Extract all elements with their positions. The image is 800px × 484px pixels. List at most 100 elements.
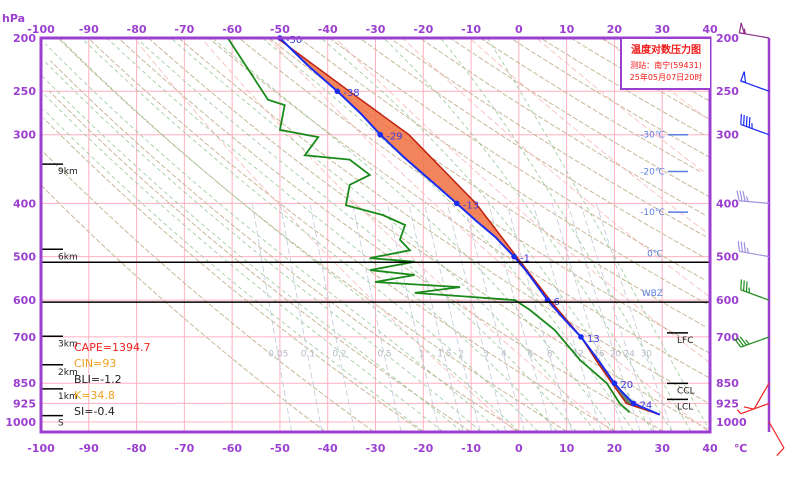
level-label: LCL [677,402,693,412]
isotherm-label: -30℃ [640,131,665,141]
mixing-ratio-label: 4 [501,350,507,360]
x-tick-label-top: -30 [366,23,386,36]
height-label: 3km [58,339,78,349]
wind-barb [743,382,770,410]
mixing-ratio-label: 24 [623,350,635,360]
level-temperature-label: -29 [386,132,402,143]
x-unit-label: ℃ [734,442,747,455]
y-tick-label-left: 1000 [5,416,36,429]
moist-adiabat [59,37,520,432]
y-tick-label-right: 925 [716,397,739,410]
dry-adiabat [40,184,326,432]
level-temperature-label: -38 [343,88,359,99]
mixing-ratio-label: 0.5 [377,350,391,360]
plot-frame [39,36,712,434]
x-tick-label-top: 10 [559,23,575,36]
wind-barb [740,114,770,136]
y-tick-label-right: 400 [716,197,739,210]
wind-barb [734,336,770,348]
dry-adiabat [43,117,422,432]
moist-adiabat [43,109,424,432]
dry-adiabat [540,37,704,136]
station-label: 测站：南宁(59431) [630,61,702,70]
level-label: CCL [677,386,695,396]
x-tick-label-bottom: -40 [318,442,338,455]
y-tick-label-left: 200 [13,32,36,45]
y-tick-label-left: 600 [13,294,36,307]
level-temperature-label: 20 [620,380,633,391]
dry-adiabat [419,37,706,216]
dry-adiabat [238,37,711,354]
level-temperature-label: 13 [587,334,600,345]
mixing-ratio-label: 0.1 [301,350,315,360]
pseudo-equivalent-line [536,37,704,172]
mixing-ratio-line [488,203,553,432]
x-tick-label-bottom: -100 [27,442,55,455]
pseudo-equivalent-line [469,37,706,232]
mixing-ratio-line [595,203,673,432]
mixing-ratio-label: 1 [419,350,425,360]
x-tick-label-bottom: -80 [127,442,147,455]
x-tick-label-top: -40 [318,23,338,36]
mixing-ratio-label: 30 [641,350,653,360]
wind-barbs [734,22,785,457]
mixing-ratio-line [280,203,323,432]
y-tick-label-right: 500 [716,251,739,264]
dry-adiabat [57,37,567,432]
title-box: 温度对数压力图 测站：南宁(59431) 25年05月07日20时 [620,39,710,90]
level-point [453,200,460,207]
pseudo-equivalent-line [200,37,612,432]
height-label: S [58,419,64,429]
x-tick-label-top: -20 [413,23,433,36]
dry-adiabat [148,37,708,430]
stability-index: SI=-0.4 [74,405,115,418]
dry-adiabat [49,90,471,432]
x-tick-label-top: -10 [461,23,481,36]
mixing-ratio-line [532,203,602,432]
y-tick-label-left: 300 [13,129,36,142]
dry-adiabat [49,60,519,432]
dry-adiabat [87,37,616,432]
x-tick-label-bottom: 30 [655,442,671,455]
y-tick-label-left: 700 [13,331,36,344]
level-temperature-label: -50 [286,35,302,46]
mixing-ratio-line [552,203,624,432]
level-temperature-label: 24 [640,400,653,411]
mixing-ratio-line [386,203,440,432]
level-point [377,131,384,138]
pseudo-equivalent-line [267,37,709,432]
x-tick-label-top: -100 [27,23,55,36]
time-label: 25年05月07日20时 [629,73,703,82]
mixing-ratio-line [506,203,573,432]
level-point [511,253,517,260]
level-temperature-label: -13 [463,200,479,211]
x-tick-label-top: 30 [655,23,671,36]
mixing-ratio-line [446,203,507,432]
mixing-ratio-line [352,203,402,432]
moist-adiabat [81,37,539,432]
wind-barb [736,402,770,415]
mixing-ratio-label: 2 [458,350,464,360]
moist-adiabat [170,37,596,432]
height-label: 1km [58,392,78,402]
y-tick-label-left: 925 [13,397,36,410]
mixing-ratio-label: 0.05 [268,350,288,360]
annotations: 0℃ WBZ -30℃ -20℃ -10℃ LFC CCL LCL 9km 6km 3km 2km 1k… [41,131,710,429]
dry-adiabat [117,37,664,432]
stability-index: CAPE=1394.7 [74,341,151,354]
moist-adiabat [320,37,654,432]
stability-index: BLI=-1.2 [74,373,122,386]
y-tick-label-right: 200 [716,32,739,45]
pseudo-equivalent-line [402,37,709,297]
wind-barb [740,71,770,92]
mixing-ratio-label: 3 [483,350,489,360]
height-label: 2km [58,368,78,378]
dry-adiabat [208,37,709,379]
mixing-ratio-label: 1.5 [437,350,451,360]
x-tick-label-top: 40 [702,23,718,36]
y-tick-label-right: 850 [716,377,739,390]
dry-adiabat [449,37,711,198]
wind-barb [740,279,770,301]
dry-adiabat [479,37,701,172]
x-tick-label-bottom: -20 [413,442,433,455]
